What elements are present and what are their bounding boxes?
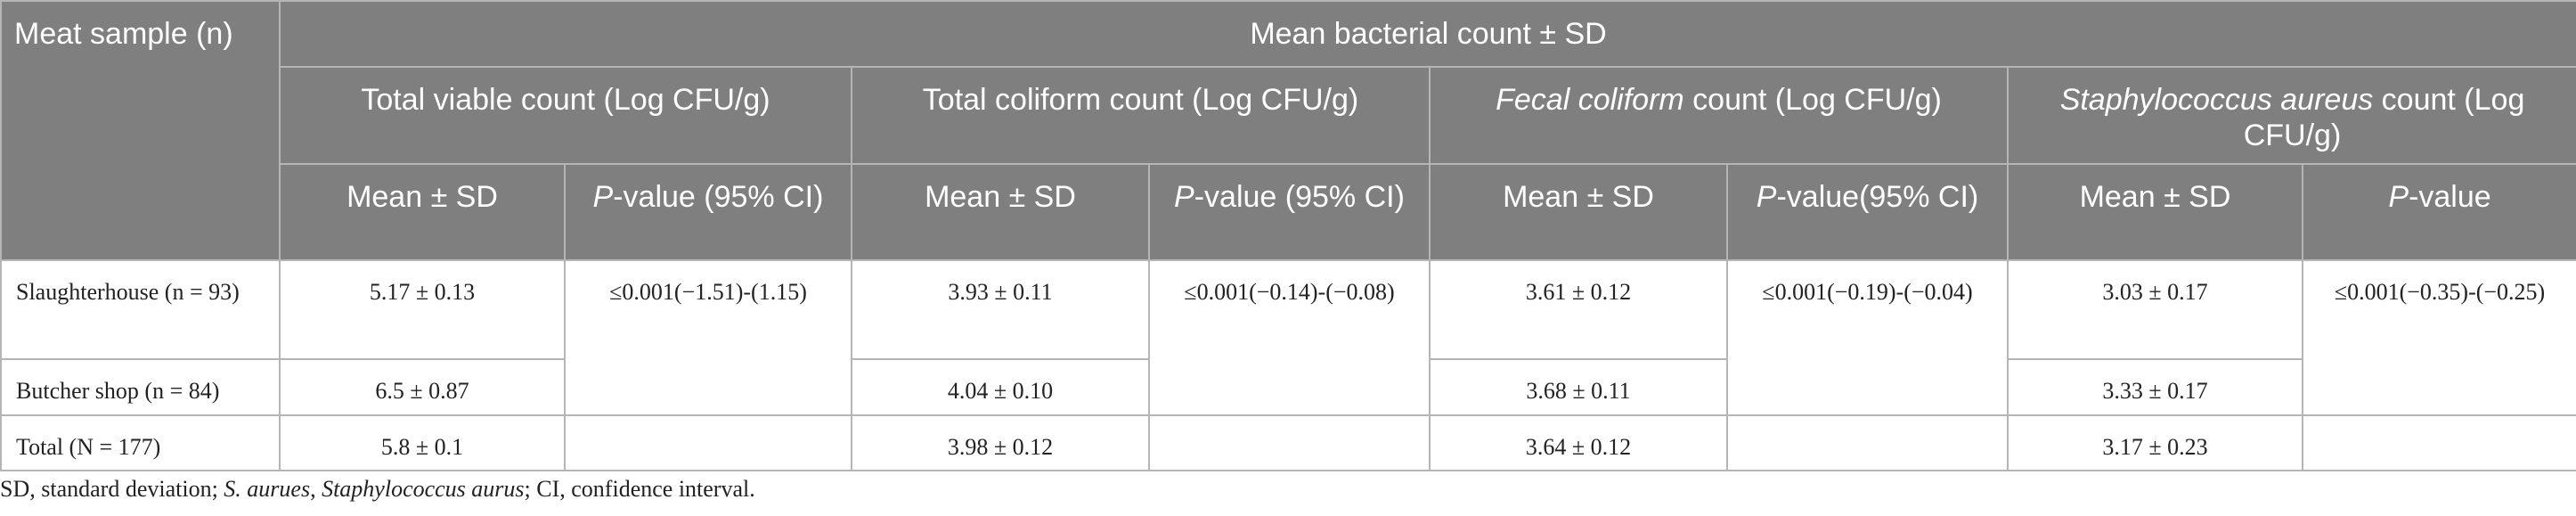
measure-header: Staphylococcus aureus count (Log CFU/g) xyxy=(2006,66,2576,165)
cell: 3.17 ± 0.23 xyxy=(2007,414,2303,471)
footnote-text: , xyxy=(310,476,322,502)
empty-cell xyxy=(1148,414,1431,471)
subheader: Mean ± SD xyxy=(1429,163,1728,261)
footnote-text: ; CI, confidence interval. xyxy=(524,476,755,502)
p-italic: P xyxy=(1756,180,1777,214)
cell: 5.17 ± 0.13 xyxy=(279,259,566,360)
cell: 3.93 ± 0.11 xyxy=(851,259,1150,360)
subheader-text: -value(95% CI) xyxy=(1776,180,1979,214)
row-label: Butcher shop (n = 84) xyxy=(0,358,281,416)
subheader: Mean ± SD xyxy=(2007,163,2303,261)
measure-header: Total viable count (Log CFU/g) xyxy=(279,66,852,165)
group-header: Mean bacterial count ± SD xyxy=(278,0,2576,68)
subheader: Mean ± SD xyxy=(851,163,1150,261)
footnote: SD, standard deviation; S. aurues, Staph… xyxy=(0,476,755,503)
subheader: P-value xyxy=(2301,163,2576,261)
cell: 5.8 ± 0.1 xyxy=(279,414,566,471)
cell: 3.03 ± 0.17 xyxy=(2007,259,2303,360)
measure-header: Fecal coliform count (Log CFU/g) xyxy=(1429,66,2009,165)
measure-text: Total viable count (Log CFU/g) xyxy=(361,83,770,117)
p-italic: P xyxy=(2388,180,2409,214)
cell: 4.04 ± 0.10 xyxy=(851,358,1150,416)
subheader-text: -value (95% CI) xyxy=(613,180,824,214)
subheader: P-value (95% CI) xyxy=(1148,163,1431,261)
row-label: Total (N = 177) xyxy=(0,414,281,471)
cell: 3.61 ± 0.12 xyxy=(1429,259,1728,360)
empty-cell xyxy=(1726,414,2009,471)
cell: ≤0.001(−0.19)-(−0.04) xyxy=(1726,259,2009,416)
cell: ≤0.001(−0.35)-(−0.25) xyxy=(2301,259,2576,416)
footnote-italic: S. aurues xyxy=(224,476,311,502)
data-table: Meat sample (n) Mean bacterial count ± S… xyxy=(0,0,2576,471)
cell: 3.98 ± 0.12 xyxy=(851,414,1150,471)
measure-italic: Staphylococcus aureus xyxy=(2059,83,2374,117)
cell: 3.64 ± 0.12 xyxy=(1429,414,1728,471)
footnote-italic: Staphylococcus aurus xyxy=(322,476,525,502)
cell: 3.68 ± 0.11 xyxy=(1429,358,1728,416)
p-italic: P xyxy=(592,180,614,214)
cell: ≤0.001(−0.14)-(−0.08) xyxy=(1148,259,1431,416)
measure-text: Total coliform count (Log CFU/g) xyxy=(922,83,1359,117)
measure-text: count (Log CFU/g) xyxy=(2243,83,2525,152)
empty-cell xyxy=(2301,414,2576,471)
measure-header: Total coliform count (Log CFU/g) xyxy=(851,66,1431,165)
footnote-text: SD, standard deviation; xyxy=(0,476,224,502)
subheader: P-value(95% CI) xyxy=(1726,163,2009,261)
measure-italic: Fecal coliform xyxy=(1496,83,1684,117)
cell: ≤0.001(−1.51)-(1.15) xyxy=(564,259,852,416)
empty-cell xyxy=(564,414,852,471)
cell: 3.33 ± 0.17 xyxy=(2007,358,2303,416)
cell: 6.5 ± 0.87 xyxy=(279,358,566,416)
subheader: Mean ± SD xyxy=(279,163,566,261)
subheader-text: -value (95% CI) xyxy=(1194,180,1405,214)
subheader: P-value (95% CI) xyxy=(564,163,852,261)
row-label-header: Meat sample (n) xyxy=(0,0,281,261)
subheader-text: -value xyxy=(2409,180,2491,214)
p-italic: P xyxy=(1174,180,1194,214)
measure-text: count (Log CFU/g) xyxy=(1683,83,1942,117)
row-label: Slaughterhouse (n = 93) xyxy=(0,259,281,360)
